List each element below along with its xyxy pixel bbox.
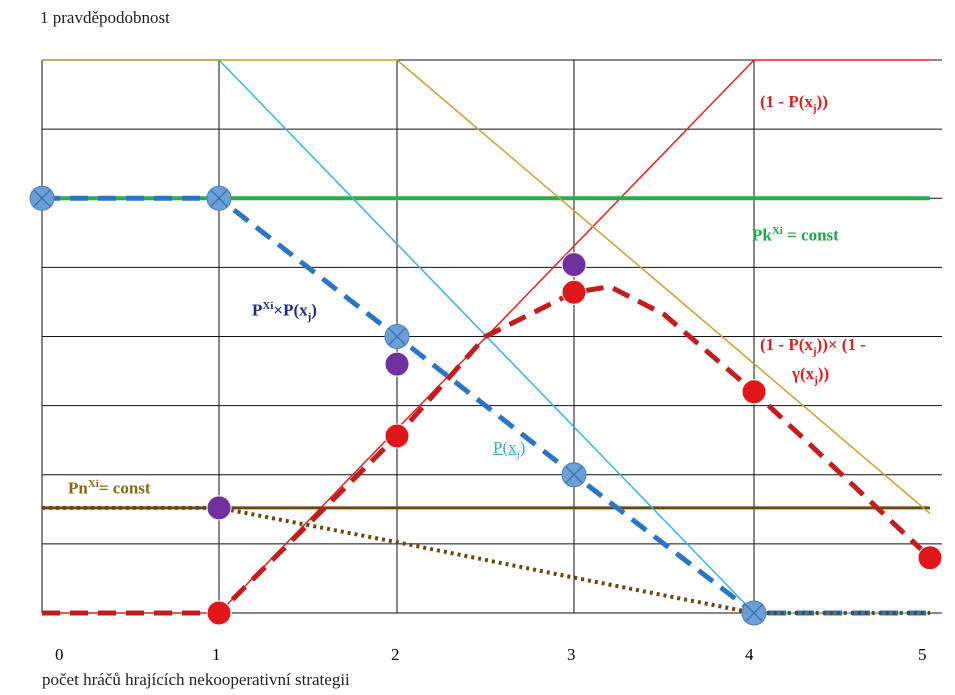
- label-text: ): [519, 438, 526, 457]
- x-tick-label: 2: [391, 645, 400, 664]
- label-sup: Xi: [262, 300, 274, 312]
- label-text: ): [311, 300, 317, 320]
- marker-dot: [206, 600, 232, 626]
- marker-cross-line: [210, 189, 228, 208]
- label-sup: Xi: [771, 225, 783, 237]
- chart-markers: [29, 185, 943, 626]
- marker-cross: [206, 185, 232, 211]
- marker-cross: [384, 324, 410, 349]
- label-text: )): [816, 92, 828, 111]
- label-text: Pk: [752, 225, 772, 245]
- label-sub: j: [814, 374, 818, 387]
- chart-grid: [41, 59, 942, 614]
- marker-dot: [561, 252, 587, 278]
- label-product-line2: γ(xj)): [792, 364, 829, 386]
- label-text: (1 - P(x: [760, 335, 813, 354]
- label-pk-const: PkXi = const: [752, 225, 839, 246]
- label-pn-const: PnXi= const: [68, 478, 151, 499]
- label-text: γ(x: [792, 364, 815, 383]
- series-line: [42, 59, 931, 515]
- label-p-xj: P(xj): [493, 438, 525, 460]
- marker-cross: [561, 462, 587, 488]
- label-text: )): [817, 364, 830, 383]
- label-text: ))× (1 -: [816, 335, 866, 354]
- label-sub: j: [812, 345, 817, 358]
- x-tick-label: 0: [55, 645, 64, 664]
- marker-cross-line: [565, 465, 583, 484]
- label-pxi-times-p: PXi×P(xj): [252, 300, 317, 323]
- marker-cross: [29, 185, 55, 211]
- label-text: = const: [782, 225, 839, 245]
- marker-dot: [384, 351, 410, 377]
- label-text: Pn: [68, 478, 88, 498]
- label-text: (1 - P(x: [760, 92, 813, 111]
- label-sub: j: [307, 311, 312, 324]
- y-axis-label: 1 pravděpodobnost: [40, 8, 170, 27]
- label-text: P(x: [493, 438, 517, 457]
- label-sup: Xi: [87, 478, 99, 490]
- label-text: ×P(x: [273, 300, 308, 320]
- x-tick-label: 1: [212, 645, 221, 664]
- marker-cross-line: [388, 327, 406, 346]
- label-sub: j: [812, 102, 817, 115]
- marker-cross: [741, 600, 767, 626]
- label-text: = const: [98, 478, 151, 498]
- x-axis-label: počet hráčů hrajících nekooperativní str…: [42, 670, 350, 689]
- x-tick-label: 5: [918, 645, 927, 664]
- marker-cross-line: [745, 604, 763, 622]
- marker-dot: [561, 279, 587, 305]
- marker-dot: [741, 379, 767, 405]
- series-line: [42, 505, 930, 615]
- label-one-minus-p: (1 - P(xj)): [760, 92, 828, 114]
- x-tick-label: 4: [745, 645, 754, 664]
- label-text: P: [252, 300, 263, 320]
- marker-dot: [384, 423, 410, 449]
- x-tick-label: 3: [567, 645, 576, 664]
- marker-cross-line: [33, 189, 51, 208]
- label-sub: j: [516, 448, 520, 461]
- marker-dot: [206, 495, 232, 521]
- marker-dot: [917, 545, 943, 571]
- label-product-line1: (1 - P(xj))× (1 -: [760, 335, 866, 357]
